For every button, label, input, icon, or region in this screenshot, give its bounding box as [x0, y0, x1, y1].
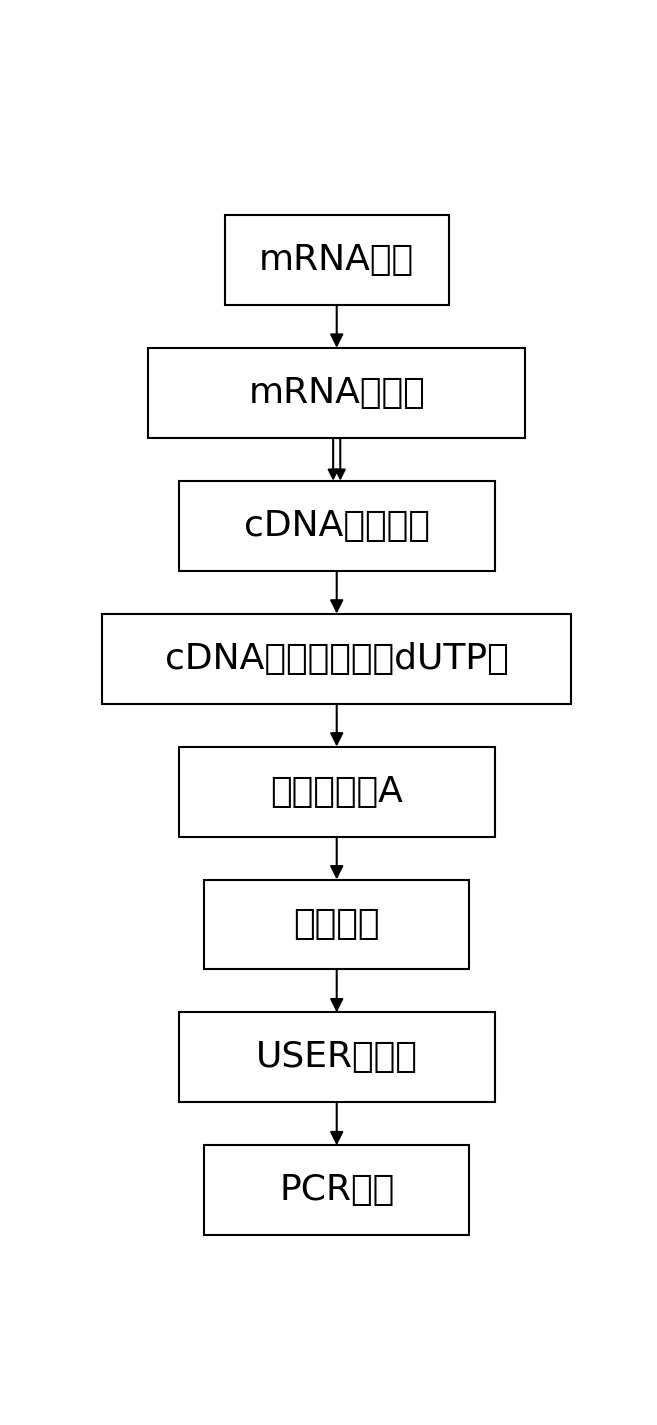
FancyBboxPatch shape	[179, 747, 495, 836]
FancyBboxPatch shape	[225, 215, 449, 305]
FancyBboxPatch shape	[102, 614, 571, 704]
Text: 接头连接: 接头连接	[294, 908, 380, 942]
FancyBboxPatch shape	[179, 1012, 495, 1103]
FancyBboxPatch shape	[179, 480, 495, 571]
Text: cDNA一链合成: cDNA一链合成	[244, 509, 430, 543]
Text: PCR扩增: PCR扩增	[279, 1173, 394, 1207]
FancyBboxPatch shape	[204, 879, 469, 969]
Text: mRNA片段化: mRNA片段化	[248, 376, 425, 410]
Text: cDNA二链合成（掺dUTP）: cDNA二链合成（掺dUTP）	[165, 641, 509, 675]
Text: mRNA捕获: mRNA捕获	[259, 242, 415, 276]
Text: USER酶处理: USER酶处理	[256, 1040, 418, 1074]
FancyBboxPatch shape	[204, 1146, 469, 1235]
Text: 末端修复加A: 末端修复加A	[270, 775, 403, 808]
FancyBboxPatch shape	[148, 348, 525, 437]
